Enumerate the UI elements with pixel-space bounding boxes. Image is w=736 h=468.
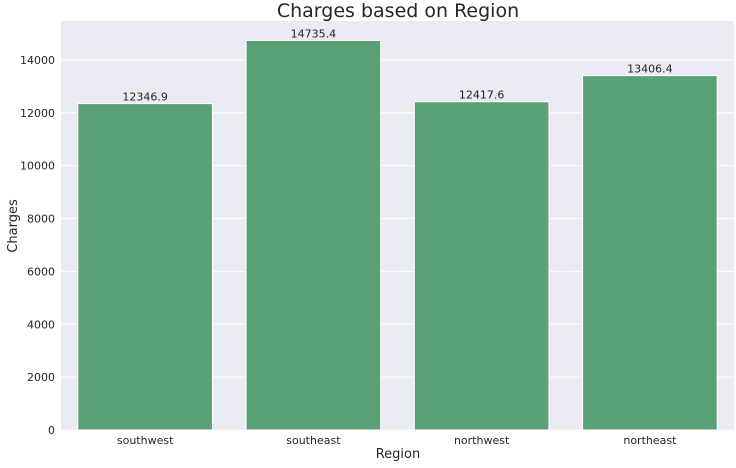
bar-southwest — [77, 103, 213, 431]
y-tick-label: 4000 — [27, 318, 55, 331]
y-tick-label: 2000 — [27, 371, 55, 384]
bar-southeast — [245, 39, 382, 431]
y-tick-label: 0 — [48, 424, 55, 437]
bar-northeast — [582, 75, 718, 431]
y-tick-label: 6000 — [27, 265, 55, 278]
x-tick-label-southeast: southeast — [286, 434, 341, 447]
x-tick-label-northwest: northwest — [454, 434, 510, 447]
x-axis-label: Region — [376, 447, 421, 462]
bars — [77, 39, 718, 431]
data-labels: 12346.9 14735.4 12417.6 13406.4 — [122, 27, 672, 103]
x-tick-label-southwest: southwest — [117, 434, 174, 447]
y-tick-label: 10000 — [20, 160, 55, 173]
x-tick-label-northeast: northeast — [623, 434, 677, 447]
chart-title: Charges based on Region — [277, 0, 519, 22]
y-axis-ticks: 0 2000 4000 6000 8000 10000 12000 14000 — [20, 54, 55, 437]
x-axis-ticks: southwest southeast northwest northeast — [117, 434, 677, 447]
y-tick-label: 12000 — [20, 107, 55, 120]
bar-northwest — [413, 101, 550, 431]
y-tick-label: 8000 — [27, 213, 55, 226]
data-label-southeast: 14735.4 — [291, 27, 337, 40]
data-label-southwest: 12346.9 — [122, 91, 168, 104]
data-label-northeast: 13406.4 — [627, 63, 673, 76]
data-label-northwest: 12417.6 — [459, 89, 505, 102]
y-tick-label: 14000 — [20, 54, 55, 67]
y-axis-label: Charges — [6, 199, 21, 253]
